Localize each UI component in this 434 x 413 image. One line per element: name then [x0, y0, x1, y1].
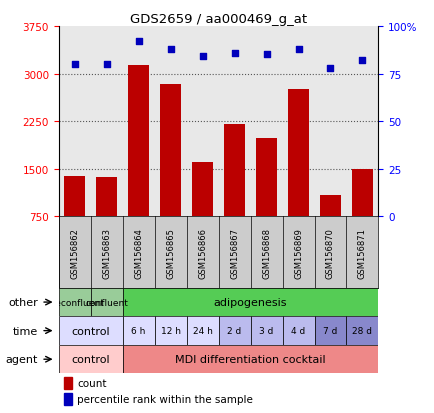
Bar	[287, 90, 308, 217]
Bar	[319, 196, 340, 217]
Text: 12 h: 12 h	[160, 326, 180, 335]
Text: 28 d: 28 d	[352, 326, 372, 335]
Text: GSM156865: GSM156865	[166, 227, 175, 278]
Text: agent: agent	[6, 354, 38, 364]
Text: 3 d: 3 d	[259, 326, 273, 335]
Bar	[282, 317, 314, 345]
Bar	[59, 288, 91, 317]
Text: count: count	[77, 378, 106, 388]
Point	[167, 46, 174, 53]
Point	[326, 65, 333, 72]
Bar	[64, 177, 85, 217]
Point	[199, 54, 206, 61]
Bar	[186, 317, 218, 345]
Point	[294, 46, 301, 53]
Bar	[256, 139, 276, 217]
Text: adipogenesis: adipogenesis	[214, 297, 286, 307]
Text: GSM156866: GSM156866	[197, 227, 207, 278]
Point	[230, 50, 237, 57]
Text: MDI differentiation cocktail: MDI differentiation cocktail	[175, 354, 325, 364]
Bar	[160, 85, 181, 217]
Bar	[63, 377, 72, 389]
Text: 7 d: 7 d	[322, 326, 337, 335]
Text: 4 d: 4 d	[291, 326, 305, 335]
Bar	[250, 317, 282, 345]
Bar	[122, 317, 155, 345]
Text: other: other	[8, 297, 38, 307]
Text: preconfluent: preconfluent	[46, 298, 103, 307]
Text: control: control	[71, 354, 110, 364]
Point	[135, 39, 142, 45]
Point	[263, 52, 270, 59]
Text: 2 d: 2 d	[227, 326, 241, 335]
Point	[358, 58, 365, 64]
Bar	[96, 178, 117, 217]
Point	[71, 62, 78, 68]
Text: 6 h: 6 h	[131, 326, 145, 335]
Bar	[155, 317, 186, 345]
Text: GSM156870: GSM156870	[325, 227, 334, 278]
Bar	[122, 345, 378, 374]
Text: GSM156869: GSM156869	[293, 227, 302, 278]
Text: time: time	[13, 326, 38, 336]
Bar	[128, 66, 149, 217]
Bar	[224, 124, 244, 217]
Bar	[218, 317, 250, 345]
Bar	[59, 345, 122, 374]
Bar	[351, 170, 372, 217]
Point	[103, 62, 110, 68]
Text: confluent: confluent	[85, 298, 128, 307]
Text: GSM156864: GSM156864	[134, 227, 143, 278]
Bar	[314, 317, 345, 345]
Bar	[59, 317, 122, 345]
Text: GSM156863: GSM156863	[102, 227, 111, 278]
Text: GSM156868: GSM156868	[261, 227, 270, 278]
Bar	[91, 288, 122, 317]
Bar	[63, 393, 72, 405]
Text: GSM156862: GSM156862	[70, 227, 79, 278]
Bar	[122, 288, 378, 317]
Text: percentile rank within the sample: percentile rank within the sample	[77, 394, 253, 404]
Text: GSM156867: GSM156867	[230, 227, 239, 278]
Text: control: control	[71, 326, 110, 336]
Text: GSM156871: GSM156871	[357, 227, 366, 278]
Bar	[192, 163, 213, 217]
Title: GDS2659 / aa000469_g_at: GDS2659 / aa000469_g_at	[130, 13, 306, 26]
Text: 24 h: 24 h	[192, 326, 212, 335]
Bar	[346, 317, 378, 345]
